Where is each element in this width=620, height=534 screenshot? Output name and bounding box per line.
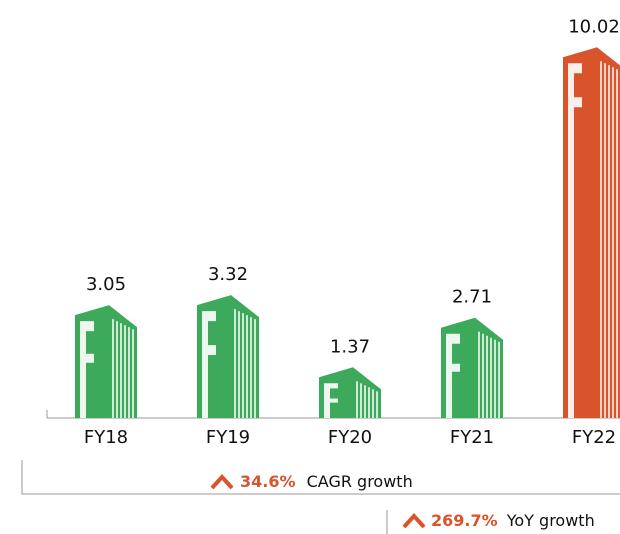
value-label: 1.37: [330, 336, 370, 357]
value-label: 3.32: [208, 264, 248, 285]
x-tick-label: FY18: [84, 427, 128, 448]
chart: 34.6% CAGR growth 269.7% YoY growth 3.05…: [0, 0, 620, 534]
up-arrow: [212, 477, 232, 488]
annotation: 269.7% YoY growth: [431, 511, 595, 530]
annotation: 34.6% CAGR growth: [240, 472, 413, 491]
value-label: 3.05: [86, 274, 126, 295]
annotation-value: 269.7%: [431, 511, 498, 530]
x-tick-label: FY19: [206, 427, 250, 448]
value-label: 2.71: [452, 287, 492, 308]
annotation-text: YoY growth: [506, 511, 595, 530]
up-arrow: [404, 516, 424, 527]
annotation-value: 34.6%: [240, 472, 296, 491]
x-tick-label: FY22: [572, 427, 616, 448]
annotation-text: CAGR growth: [307, 472, 413, 491]
value-label: 10.02: [568, 16, 620, 37]
x-tick-label: FY21: [450, 427, 494, 448]
x-tick-label: FY20: [328, 427, 372, 448]
